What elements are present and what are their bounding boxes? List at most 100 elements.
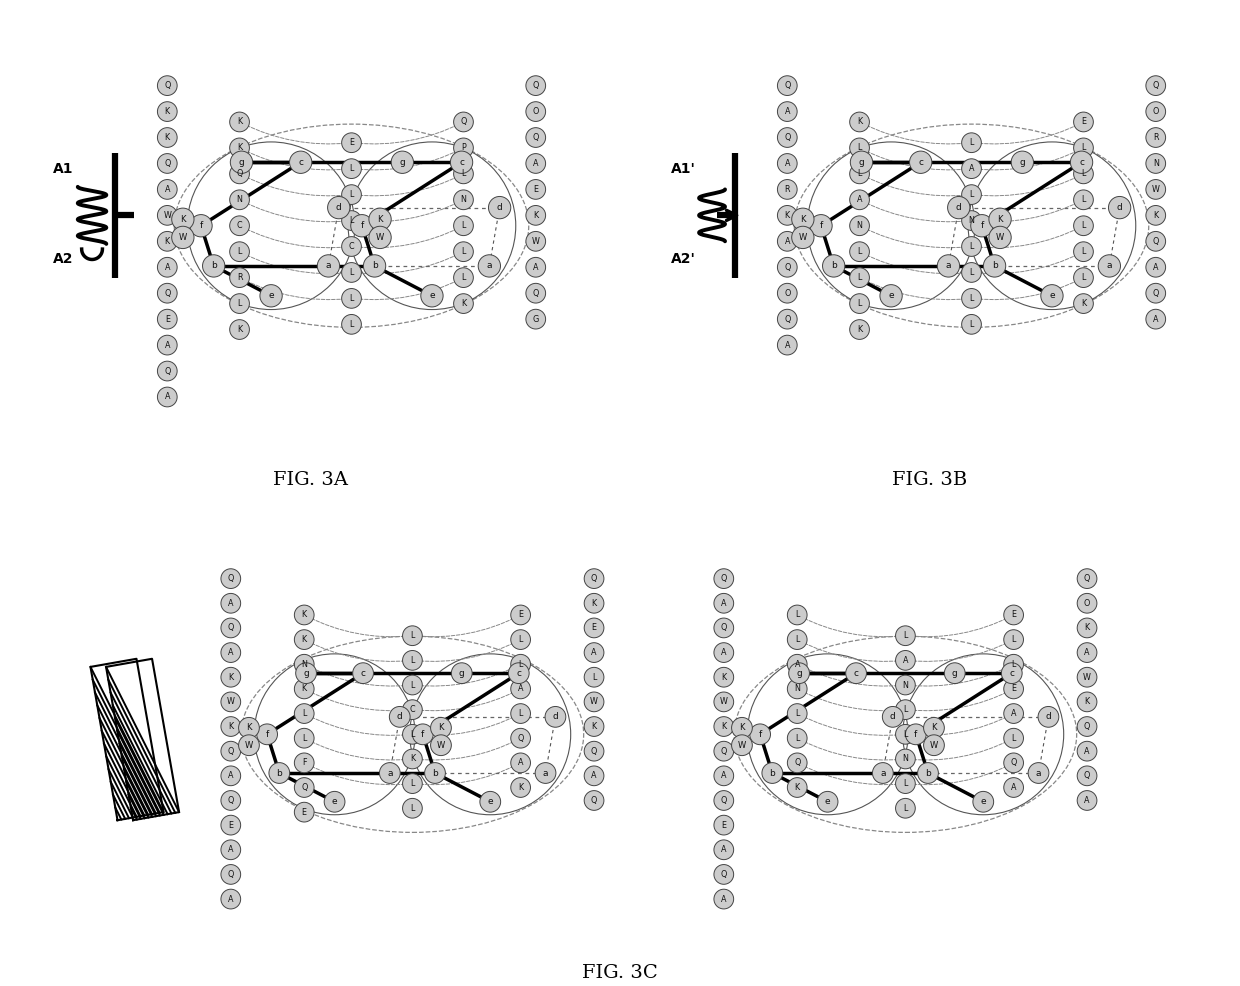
Circle shape — [584, 791, 604, 810]
Text: K: K — [931, 724, 936, 733]
Circle shape — [403, 725, 423, 744]
Circle shape — [229, 138, 249, 158]
Text: c: c — [516, 669, 521, 677]
Circle shape — [342, 237, 361, 256]
Circle shape — [584, 668, 604, 687]
Circle shape — [883, 707, 903, 728]
Text: L: L — [795, 610, 800, 619]
Text: W: W — [720, 697, 728, 706]
Text: A: A — [785, 340, 790, 350]
Circle shape — [511, 778, 531, 798]
Circle shape — [1074, 242, 1094, 261]
Circle shape — [238, 735, 259, 755]
Text: e: e — [1049, 291, 1055, 301]
Text: Q: Q — [784, 81, 790, 90]
Text: C: C — [348, 242, 355, 251]
Text: Q: Q — [720, 796, 727, 805]
Text: Q: Q — [301, 783, 308, 792]
Circle shape — [787, 630, 807, 650]
Text: A: A — [1011, 783, 1017, 792]
Text: f: f — [265, 730, 269, 739]
Text: Q: Q — [532, 81, 539, 90]
Text: A: A — [785, 159, 790, 168]
Text: A: A — [165, 392, 170, 401]
Text: FIG. 3A: FIG. 3A — [273, 471, 347, 489]
Text: a: a — [1106, 261, 1112, 270]
Text: K: K — [165, 133, 170, 142]
Text: W: W — [376, 233, 384, 242]
Text: L: L — [350, 164, 353, 174]
Circle shape — [430, 735, 451, 755]
Circle shape — [454, 138, 474, 158]
Text: L: L — [970, 268, 973, 277]
Circle shape — [787, 729, 807, 748]
Text: A2: A2 — [53, 252, 73, 266]
Text: K: K — [438, 724, 444, 733]
Text: N: N — [903, 680, 909, 689]
Text: f: f — [914, 730, 918, 739]
Circle shape — [221, 791, 241, 810]
Text: e: e — [332, 798, 337, 807]
Text: Q: Q — [1152, 81, 1159, 90]
Text: E: E — [348, 138, 353, 147]
Circle shape — [895, 651, 915, 670]
Circle shape — [895, 725, 915, 744]
Text: A: A — [228, 648, 233, 657]
Text: a: a — [543, 768, 548, 778]
Circle shape — [714, 766, 734, 786]
Circle shape — [229, 190, 249, 210]
Text: W: W — [164, 211, 171, 220]
Circle shape — [962, 289, 981, 309]
Circle shape — [787, 778, 807, 798]
Circle shape — [317, 254, 340, 277]
Circle shape — [526, 154, 546, 174]
Circle shape — [1074, 190, 1094, 210]
Text: A: A — [720, 845, 727, 854]
Text: Q: Q — [1084, 722, 1090, 731]
Text: L: L — [237, 247, 242, 256]
Text: a: a — [880, 768, 885, 778]
Text: d: d — [1117, 203, 1122, 212]
Circle shape — [962, 262, 981, 282]
Text: L: L — [795, 734, 800, 742]
Circle shape — [352, 663, 373, 683]
Circle shape — [342, 262, 361, 282]
Text: Q: Q — [164, 159, 170, 168]
Circle shape — [777, 257, 797, 277]
Circle shape — [294, 630, 314, 650]
Text: L: L — [970, 138, 973, 147]
Circle shape — [294, 704, 314, 724]
Circle shape — [1074, 294, 1094, 314]
Circle shape — [924, 718, 945, 739]
Circle shape — [157, 154, 177, 174]
Circle shape — [157, 361, 177, 381]
Circle shape — [714, 741, 734, 761]
Circle shape — [157, 335, 177, 355]
Text: K: K — [301, 610, 306, 619]
Text: Q: Q — [591, 796, 598, 805]
Text: E: E — [1081, 117, 1086, 126]
Circle shape — [787, 679, 807, 699]
Text: K: K — [785, 211, 790, 220]
Circle shape — [526, 179, 546, 199]
Text: Q: Q — [591, 574, 598, 583]
Circle shape — [221, 865, 241, 884]
Text: A: A — [903, 656, 908, 665]
Circle shape — [945, 663, 965, 683]
Circle shape — [777, 179, 797, 199]
Circle shape — [1078, 668, 1097, 687]
Text: K: K — [301, 684, 306, 693]
Text: R: R — [1153, 133, 1158, 142]
Text: L: L — [1081, 170, 1086, 178]
Text: Q: Q — [164, 81, 170, 90]
Text: c: c — [1009, 669, 1014, 677]
Circle shape — [269, 762, 290, 784]
Text: b: b — [372, 261, 377, 270]
Circle shape — [962, 315, 981, 334]
Text: L: L — [1012, 635, 1016, 644]
Circle shape — [511, 704, 531, 724]
Text: Q: Q — [1011, 758, 1017, 767]
Text: O: O — [1152, 107, 1159, 116]
Text: E: E — [591, 623, 596, 632]
Circle shape — [1099, 254, 1121, 277]
